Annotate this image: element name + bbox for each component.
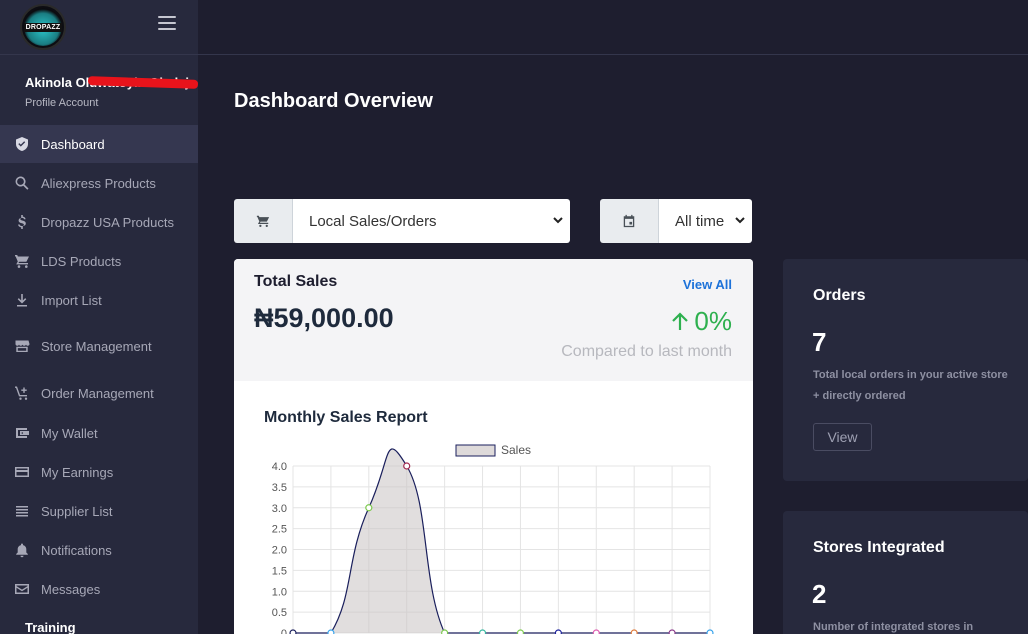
download-icon (14, 292, 30, 308)
sidebar-item-lds-products[interactable]: LDS Products (0, 242, 198, 280)
sidebar-item-my-wallet[interactable]: My Wallet (0, 414, 198, 452)
sidebar-item-dashboard[interactable]: Dashboard (0, 125, 198, 163)
sales-point (403, 462, 411, 470)
y-tick-label: 1.0 (272, 586, 287, 598)
y-tick-label: 3.0 (272, 503, 287, 515)
sidebar-item-label: My Earnings (41, 464, 114, 480)
hamburger-menu-icon[interactable] (158, 16, 176, 30)
sidebar-item-my-earnings[interactable]: My Earnings (0, 453, 198, 491)
arrow-up-icon (672, 311, 689, 330)
stores-title: Stores Integrated (813, 539, 945, 556)
sidebar-item-label: My Wallet (41, 425, 98, 441)
total-sales-amount: ₦59,000.00 (254, 303, 394, 333)
total-sales-title: Total Sales (254, 273, 338, 290)
cart-icon (14, 253, 30, 269)
sidebar-item-label: Dropazz USA Products (41, 214, 174, 230)
period-selected: All time (675, 212, 725, 230)
orders-view-button[interactable]: View (813, 423, 872, 451)
page-title: Dashboard Overview (234, 90, 433, 112)
sales-point (441, 629, 449, 634)
sales-point (289, 629, 297, 634)
sales-point (706, 629, 714, 634)
sidebar-item-label: Dashboard (41, 136, 105, 152)
y-tick-label: 2.5 (272, 524, 287, 536)
sales-area (293, 448, 710, 633)
sales-point (668, 629, 676, 634)
sales-point (327, 629, 335, 634)
sidebar-item-label: Messages (41, 581, 101, 597)
sidebar-section-training[interactable]: Training (25, 620, 76, 634)
sidebar-item-label: Supplier List (41, 503, 113, 519)
y-tick-label: 2.0 (272, 545, 287, 557)
sales-type-filter: Local Sales/Orders (234, 199, 570, 243)
orders-title: Orders (813, 287, 866, 304)
dollar-icon (14, 214, 30, 230)
legend-label: Sales (501, 443, 531, 457)
sidebar-item-label: Aliexpress Products (41, 175, 156, 191)
sidebar-item-notifications[interactable]: Notifications (0, 531, 198, 569)
search-icon (14, 175, 30, 191)
sidebar-item-import-list[interactable]: Import List (0, 281, 198, 319)
sales-point (365, 504, 373, 512)
calendar-icon (600, 199, 659, 243)
sidebar-item-store-management[interactable]: Store Management (0, 327, 198, 365)
sales-point (630, 629, 638, 634)
y-tick-label: 4.0 (272, 461, 287, 473)
period-filter: All time (600, 199, 752, 243)
total-sales-card: Total Sales View All ₦59,000.00 0% Compa… (234, 259, 753, 634)
wallet-icon (14, 425, 30, 441)
sidebar-item-label: Store Management (41, 338, 152, 354)
y-tick-label: 0 (281, 628, 287, 634)
stores-description: Number of integrated stores in (813, 621, 974, 633)
period-select[interactable]: All time (659, 199, 752, 243)
monthly-sales-chart: 4.0 3.5 3.0 2.5 2.0 1.5 1.0 0.5 0 Sales (272, 443, 714, 634)
y-tick-label: 1.5 (272, 565, 287, 577)
sidebar-item-label: LDS Products (41, 253, 122, 269)
sales-point (516, 629, 525, 634)
card-icon (14, 464, 30, 480)
sales-change: 0% (669, 306, 732, 337)
sales-compare-note: Compared to last month (561, 343, 732, 360)
sidebar-item-order-management[interactable]: Order Management (0, 374, 198, 412)
sales-type-selected: Local Sales/Orders (309, 212, 437, 230)
sales-point (478, 629, 487, 634)
cart-icon (234, 199, 293, 243)
shield-icon (14, 136, 30, 152)
sidebar-brand: DROPAZZ (0, 0, 198, 55)
orders-card: Orders 7 Total local orders in your acti… (783, 259, 1028, 481)
sidebar-item-messages[interactable]: Messages (0, 570, 198, 608)
sales-point (554, 629, 562, 634)
mail-icon (14, 581, 30, 597)
sidebar-item-aliexpress-products[interactable]: Aliexpress Products (0, 164, 198, 202)
view-all-link[interactable]: View All (682, 277, 732, 292)
sidebar-item-label: Import List (41, 292, 102, 308)
bell-icon (14, 542, 30, 558)
legend-swatch (455, 444, 496, 457)
sidebar-item-label: Order Management (41, 385, 154, 401)
profile-account-link[interactable]: Profile Account (25, 97, 99, 109)
sidebar: DROPAZZ Akinola Oluwatoyin Oladejo Profi… (0, 0, 199, 634)
sales-type-select[interactable]: Local Sales/Orders (293, 199, 570, 243)
chevron-down-icon (734, 214, 746, 226)
stores-count: 2 (812, 579, 827, 609)
total-sales-header: Total Sales View All ₦59,000.00 0% Compa… (234, 259, 753, 381)
y-tick-label: 3.5 (272, 482, 287, 494)
top-bar (198, 0, 1028, 55)
sidebar-item-dropazz-usa-products[interactable]: Dropazz USA Products (0, 203, 198, 241)
list-icon (14, 503, 30, 519)
sales-change-value: 0% (694, 306, 732, 336)
store-icon (14, 338, 30, 354)
stores-card: Stores Integrated 2 Number of integrated… (783, 511, 1028, 634)
dropazz-logo[interactable]: DROPAZZ (20, 4, 66, 50)
sales-point (592, 629, 600, 634)
sidebar-item-supplier-list[interactable]: Supplier List (0, 492, 198, 530)
orders-count: 7 (812, 327, 827, 357)
chart-title: Monthly Sales Report (264, 409, 428, 426)
chevron-down-icon (553, 217, 563, 224)
cart-add-icon (14, 385, 30, 401)
sidebar-item-label: Notifications (41, 542, 112, 558)
orders-description: Total local orders in your active store … (813, 369, 1008, 402)
y-tick-label: 0.5 (272, 607, 287, 619)
logo-text: DROPAZZ (23, 22, 63, 32)
